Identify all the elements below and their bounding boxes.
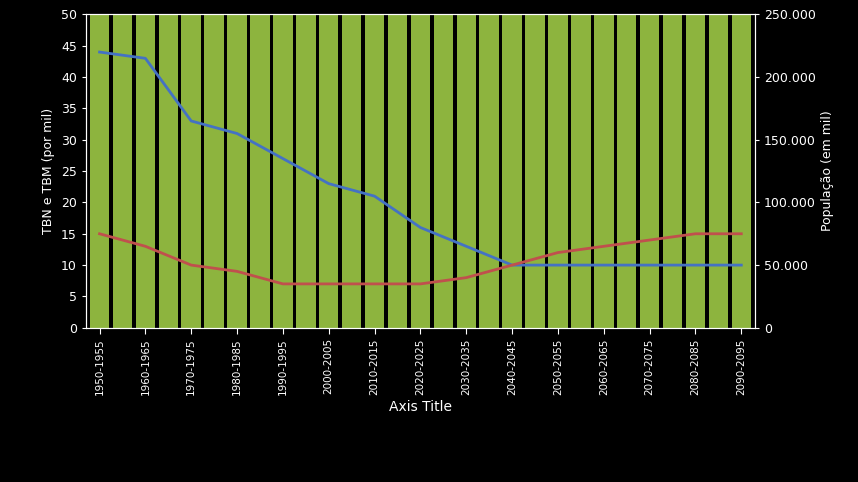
TBM [736,231,746,237]
Bar [273,0,293,328]
Bar [342,0,361,328]
Bar [411,0,430,328]
TBM [461,275,471,281]
TBM [415,281,426,287]
TBM [278,281,288,287]
TBN [507,262,517,268]
Bar [456,0,476,328]
TBM [140,243,150,249]
TBN [415,225,426,230]
Line: TBN: TBN [100,52,741,265]
Bar [227,0,247,328]
TBN [94,49,105,55]
TBM [94,231,105,237]
TBN [691,262,701,268]
TBM [553,250,563,255]
Bar [159,0,178,328]
Bar [732,0,751,328]
TBN [644,262,655,268]
TBM [507,262,517,268]
Bar [662,0,682,328]
Bar [548,0,568,328]
TBN [232,131,242,136]
Legend: População, TBN, TBM: População, TBN, TBM [256,480,518,482]
TBM [691,231,701,237]
TBM [323,281,334,287]
Bar [709,0,728,328]
Bar [112,0,132,328]
TBN [140,55,150,61]
TBM [644,237,655,243]
Bar [617,0,637,328]
Line: TBM: TBM [100,234,741,284]
TBM [232,268,242,274]
TBN [278,156,288,161]
TBM [186,262,196,268]
TBN [553,262,563,268]
Bar [136,0,155,328]
Bar [502,0,522,328]
TBN [461,243,471,249]
Bar [433,0,453,328]
Bar [571,0,590,328]
TBN [736,262,746,268]
TBM [599,243,609,249]
Bar [480,0,498,328]
X-axis label: Axis Title: Axis Title [389,401,452,415]
Bar [686,0,705,328]
Bar [182,0,201,328]
TBN [599,262,609,268]
Bar [525,0,545,328]
Y-axis label: População (em mil): População (em mil) [821,111,835,231]
Bar [319,0,339,328]
Bar [251,0,269,328]
TBN [323,181,334,187]
TBM [370,281,380,287]
Bar [365,0,384,328]
TBN [186,118,196,124]
TBN [370,193,380,199]
Bar [204,0,224,328]
Y-axis label: TBN e TBM (por mil): TBN e TBM (por mil) [42,108,55,234]
Bar [640,0,659,328]
Bar [388,0,408,328]
Bar [594,0,613,328]
Bar [296,0,316,328]
Bar [90,0,109,328]
